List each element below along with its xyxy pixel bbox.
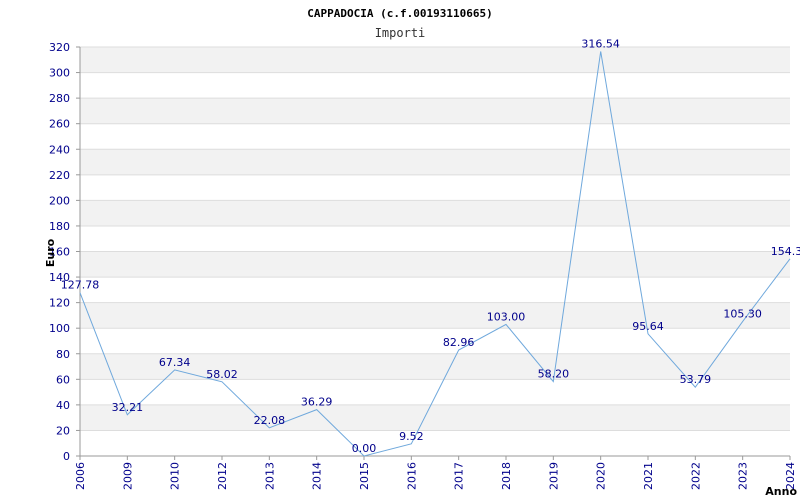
data-label: 32.21 <box>112 401 144 414</box>
data-label: 36.29 <box>301 396 333 409</box>
data-label: 127.78 <box>61 279 100 292</box>
y-tick-label: 100 <box>49 322 70 335</box>
y-tick-label: 60 <box>56 373 70 386</box>
plot-band <box>80 149 790 175</box>
y-axis-label: Euro <box>44 238 57 267</box>
y-tick-label: 40 <box>56 399 70 412</box>
x-tick-label: 2017 <box>453 462 466 490</box>
plot-background-bands <box>80 47 790 456</box>
plot-band <box>80 277 790 303</box>
y-tick-label: 200 <box>49 194 70 207</box>
chart-title: CAPPADOCIA (c.f.00193110665) <box>307 7 492 20</box>
y-tick-labels: 0 20 40 60 80 100 120 140 160 180 200 220 240 260 280 3… <box>49 41 70 463</box>
data-label: 9.52 <box>399 430 424 443</box>
data-label: 58.20 <box>538 368 570 381</box>
y-tick-label: 300 <box>49 67 70 80</box>
plot-band <box>80 251 790 278</box>
y-tick-label: 160 <box>49 246 70 259</box>
data-label: 95.64 <box>632 320 664 333</box>
plot-band <box>80 404 790 431</box>
plot-band <box>80 174 790 201</box>
x-tick-label: 2019 <box>547 462 560 490</box>
plot-band <box>80 72 790 99</box>
y-tick-label: 20 <box>56 424 70 437</box>
data-label: 22.08 <box>254 414 286 427</box>
data-label: 105.30 <box>723 307 762 320</box>
series-line <box>79 51 791 457</box>
y-tick-label: 80 <box>56 348 70 361</box>
y-tick-label: 220 <box>49 169 70 182</box>
x-tick-label: 2015 <box>358 462 371 490</box>
data-label: 67.34 <box>159 356 191 369</box>
x-tick-label: 2006 <box>74 462 87 490</box>
plot-band <box>80 123 790 150</box>
data-label: 0.00 <box>352 442 377 455</box>
data-label: 82.96 <box>443 336 475 349</box>
gridlines <box>76 46 790 457</box>
y-tick-label: 0 <box>63 450 70 463</box>
data-label: 103.00 <box>487 310 526 323</box>
x-tick-label: 2018 <box>500 462 513 490</box>
y-tick-label: 140 <box>49 271 70 284</box>
x-tick-labels: 2006 2009 2010 2012 2013 2014 2015 2016 2017 2018… <box>74 456 797 490</box>
plot-band <box>80 98 790 124</box>
y-tick-label: 240 <box>49 143 70 156</box>
data-labels: 127.78 32.21 67.34 58.02 22.08 36.29 0.00 9.52 8… <box>61 37 800 455</box>
plot-band <box>80 302 790 329</box>
x-tick-label: 2010 <box>169 462 182 490</box>
y-tick-label: 120 <box>49 297 70 310</box>
plot-band <box>80 225 790 252</box>
x-tick-label: 2013 <box>263 462 276 490</box>
y-tick-label: 280 <box>49 92 70 105</box>
x-tick-label: 2020 <box>595 462 608 490</box>
plot-band <box>80 200 790 226</box>
plot-band <box>80 379 790 405</box>
data-label: 58.02 <box>206 368 238 381</box>
x-tick-label: 2022 <box>689 462 702 490</box>
x-tick-label: 2012 <box>216 462 229 490</box>
x-tick-label: 2016 <box>405 462 418 490</box>
data-label: 53.79 <box>680 373 712 386</box>
plot-band <box>80 47 790 73</box>
x-tick-label: 2014 <box>311 462 324 490</box>
y-tick-label: 180 <box>49 220 70 233</box>
x-tick-label: 2009 <box>121 462 134 490</box>
plot-band <box>80 353 790 380</box>
x-axis-label: Anno <box>765 485 797 498</box>
x-tick-label: 2023 <box>737 462 750 490</box>
data-label: 316.54 <box>581 37 620 50</box>
plot-band <box>80 328 790 354</box>
y-tick-label: 320 <box>49 41 70 54</box>
y-tick-label: 260 <box>49 118 70 131</box>
x-tick-label: 2024 <box>784 462 797 490</box>
data-label: 154.32 <box>771 245 800 258</box>
chart-subtitle: Importi <box>375 26 426 40</box>
x-tick-label: 2021 <box>642 462 655 490</box>
plot-band <box>80 430 790 456</box>
